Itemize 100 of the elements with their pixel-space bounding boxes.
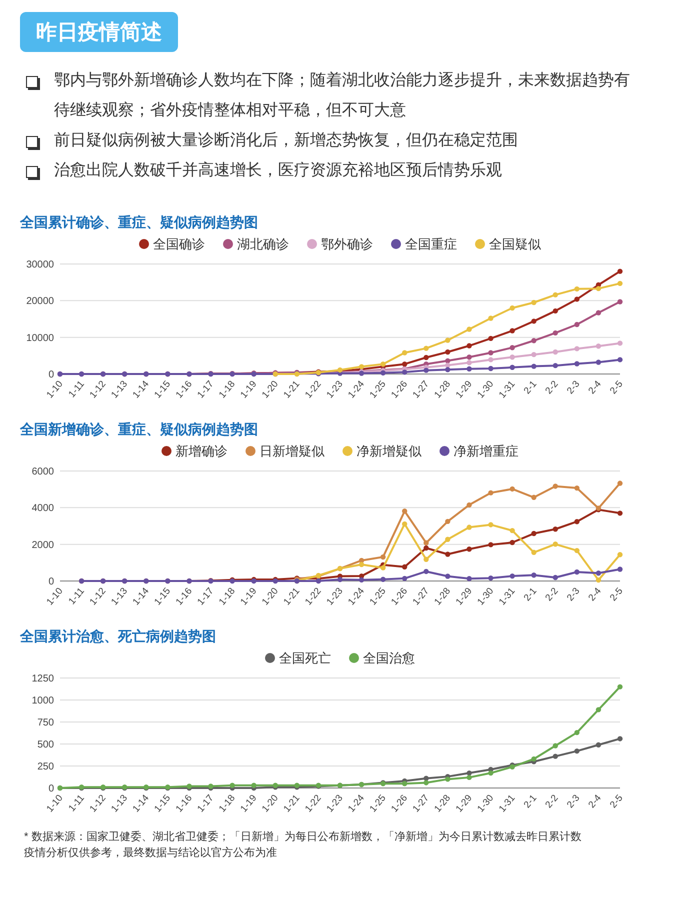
point: [466, 502, 472, 508]
point: [358, 364, 364, 370]
point: [596, 360, 602, 365]
text: 疫情分析仅供参考，最终数据与结论以官方公布为准: [23, 846, 278, 861]
point: [445, 338, 450, 343]
point: [510, 528, 515, 534]
point: [488, 350, 494, 356]
point: [445, 349, 450, 355]
point: [617, 280, 623, 286]
point: [574, 730, 580, 736]
point: [466, 546, 472, 552]
point: [617, 299, 623, 304]
point: [531, 364, 536, 369]
point: [466, 576, 472, 582]
point: [488, 490, 494, 496]
point: [617, 552, 623, 558]
chart-title: 全国累计确诊、重症、疑似病例趋势图: [20, 214, 259, 232]
x-tick-label: 1-11: [66, 792, 87, 814]
point: [445, 552, 450, 557]
point: [466, 524, 472, 530]
x-tick-label: 1-11: [66, 586, 87, 607]
point: [552, 754, 558, 759]
point: [510, 345, 515, 350]
point: [510, 573, 515, 579]
point: [445, 362, 450, 368]
point: [596, 577, 602, 583]
point: [488, 316, 494, 321]
point: [402, 521, 408, 527]
point: [574, 296, 580, 302]
y-tick-label: 1250: [32, 674, 54, 684]
x-tick-label: 2-4: [586, 586, 604, 604]
point: [617, 357, 623, 362]
y-tick-label: 6000: [32, 466, 54, 478]
point: [552, 292, 558, 298]
point: [488, 770, 494, 776]
x-tick-label: 2-1: [522, 586, 540, 604]
point: [552, 574, 558, 580]
legend-label: 全国确诊: [153, 236, 205, 252]
point: [596, 344, 602, 349]
point: [380, 362, 386, 367]
x-tick-label: 2-5: [608, 586, 626, 604]
y-tick-label: 250: [37, 762, 54, 772]
point: [510, 328, 515, 334]
point: [531, 300, 536, 306]
point: [402, 350, 408, 356]
point: [531, 572, 536, 578]
point: [466, 343, 472, 348]
point: [531, 550, 536, 555]
text: 治愈出院人数破千并高速增长，医疗资源充裕地区预后情势乐观: [54, 162, 502, 179]
point: [424, 545, 429, 551]
point: [424, 368, 429, 373]
x-tick-label: 2-3: [564, 792, 582, 810]
point: [596, 570, 602, 576]
point: [488, 366, 494, 372]
legend-label: 鄂外确诊: [321, 236, 373, 252]
point: [466, 774, 472, 780]
point: [445, 367, 450, 372]
point: [445, 358, 450, 364]
point: [466, 354, 472, 360]
point: [617, 736, 623, 742]
point: [617, 340, 623, 346]
point: [358, 577, 364, 582]
x-tick-label: 2-4: [586, 792, 604, 810]
legend-label: 全国治愈: [363, 650, 415, 666]
point: [552, 484, 558, 489]
point: [251, 782, 256, 788]
chart-title: 全国新增确诊、重症、疑似病例趋势图: [20, 421, 259, 439]
point: [531, 494, 536, 500]
point: [466, 360, 472, 366]
x-tick-label: 2-2: [543, 792, 561, 810]
point: [358, 562, 364, 568]
point: [617, 480, 623, 486]
point: [402, 564, 408, 570]
point: [617, 566, 623, 572]
point: [574, 485, 580, 491]
point: [510, 486, 515, 492]
point: [316, 578, 322, 584]
y-tick-label: 500: [37, 740, 54, 750]
point: [596, 286, 602, 292]
point: [574, 322, 580, 328]
y-tick-label: 750: [37, 718, 54, 728]
point: [510, 305, 515, 311]
x-tick-label: 2-1: [522, 792, 540, 810]
point: [574, 346, 580, 352]
y-tick-label: 2000: [32, 540, 54, 551]
legend-label: 湖北确诊: [237, 236, 289, 252]
y-tick-label: 0: [48, 370, 54, 380]
point: [445, 518, 450, 524]
point: [488, 522, 494, 528]
legend-label: 全国重症: [405, 236, 457, 252]
point: [510, 354, 515, 360]
point: [424, 354, 429, 360]
point: [531, 530, 536, 536]
text: * 数据来源：国家卫健委、湖北省卫健委；「日新增」为每日公布新增数，「净新增」为今日累计数减去昨日累计数: [23, 830, 582, 845]
point: [552, 526, 558, 532]
x-tick-label: 2-4: [586, 378, 604, 396]
point: [596, 742, 602, 748]
point: [402, 370, 408, 375]
point: [574, 361, 580, 366]
legend-label: 净新增疑似: [356, 444, 422, 458]
